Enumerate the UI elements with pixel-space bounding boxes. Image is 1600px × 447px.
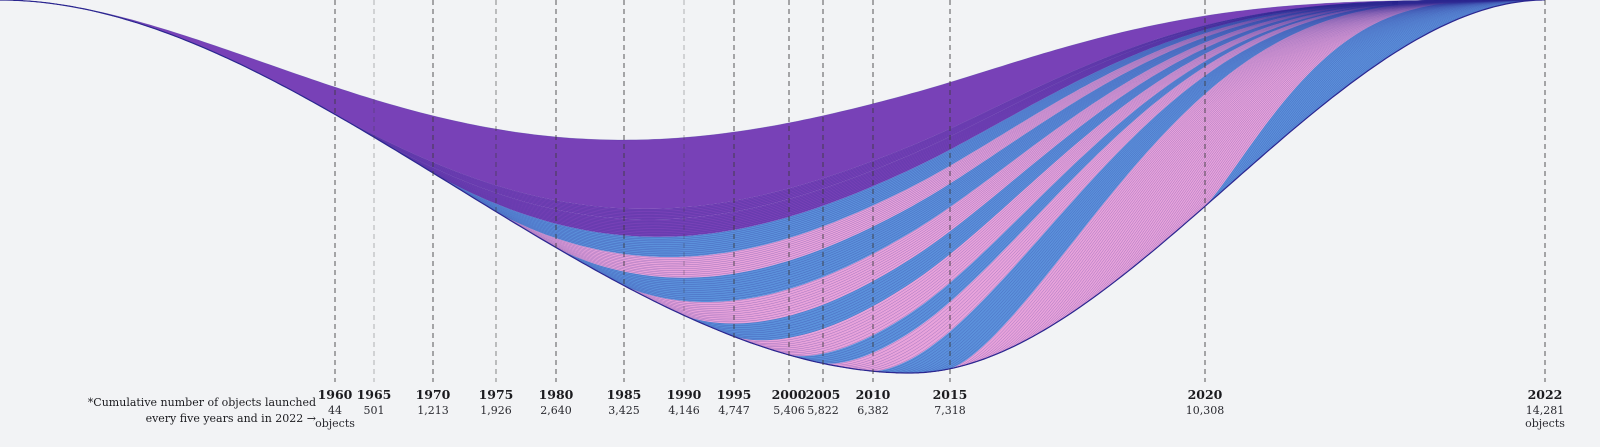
count-label-2005: 5,822 [807, 404, 839, 417]
year-label-1965: 1965 [357, 387, 392, 402]
year-label-2020: 2020 [1188, 387, 1223, 402]
stream-band-2000 [0, 0, 1545, 357]
count-label-1960: 44 [328, 404, 342, 417]
count-label-1980: 2,640 [540, 404, 572, 417]
year-label-2022: 2022 [1528, 387, 1563, 402]
year-label-1990: 1990 [667, 387, 702, 402]
count-label-1965: 501 [364, 404, 385, 417]
year-label-2015: 2015 [933, 387, 968, 402]
year-label-1975: 1975 [479, 387, 514, 402]
year-label-1985: 1985 [607, 387, 642, 402]
count-label-2010: 6,382 [857, 404, 889, 417]
count-label-1970: 1,213 [417, 404, 449, 417]
count-label-1990: 4,146 [668, 404, 700, 417]
count-label-2020: 10,308 [1186, 404, 1225, 417]
note-line-1: *Cumulative number of objects launched [88, 396, 316, 409]
year-labels: 196044objects196550119701,21319751,92619… [315, 387, 1565, 430]
count-label-2000: 5,406 [773, 404, 805, 417]
count-label-2022: 14,281 [1526, 404, 1565, 417]
year-label-2000: 2000 [772, 387, 807, 402]
unit-label-2022: objects [1525, 417, 1565, 430]
year-guides [334, 0, 1546, 382]
stream-envelope [0, 0, 1543, 374]
count-label-2015: 7,318 [934, 404, 966, 417]
year-label-1980: 1980 [539, 387, 574, 402]
count-label-1995: 4,747 [718, 404, 750, 417]
count-label-1975: 1,926 [480, 404, 512, 417]
year-label-2005: 2005 [806, 387, 841, 402]
note-line-2: every five years and in 2022 → [146, 412, 316, 425]
stream-line [0, 0, 1545, 141]
stream-band-1960 [0, 0, 1545, 209]
year-label-1970: 1970 [416, 387, 451, 402]
count-label-1985: 3,425 [608, 404, 640, 417]
year-label-1960: 1960 [318, 387, 353, 402]
year-label-2010: 2010 [856, 387, 891, 402]
stream-band-2022 [0, 0, 1545, 373]
streams-layer [0, 0, 1545, 374]
year-label-1995: 1995 [717, 387, 752, 402]
unit-label-1960: objects [315, 417, 355, 430]
